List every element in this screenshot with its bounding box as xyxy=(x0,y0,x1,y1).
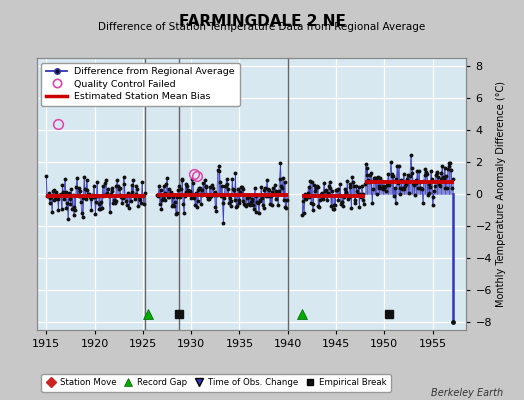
Text: FARMINGDALE 2 NE: FARMINGDALE 2 NE xyxy=(179,14,345,29)
Text: Difference of Station Temperature Data from Regional Average: Difference of Station Temperature Data f… xyxy=(99,22,425,32)
Y-axis label: Monthly Temperature Anomaly Difference (°C): Monthly Temperature Anomaly Difference (… xyxy=(496,81,506,307)
Legend: Station Move, Record Gap, Time of Obs. Change, Empirical Break: Station Move, Record Gap, Time of Obs. C… xyxy=(41,374,391,392)
Text: Berkeley Earth: Berkeley Earth xyxy=(431,388,503,398)
Legend: Difference from Regional Average, Quality Control Failed, Estimated Station Mean: Difference from Regional Average, Qualit… xyxy=(41,63,240,106)
